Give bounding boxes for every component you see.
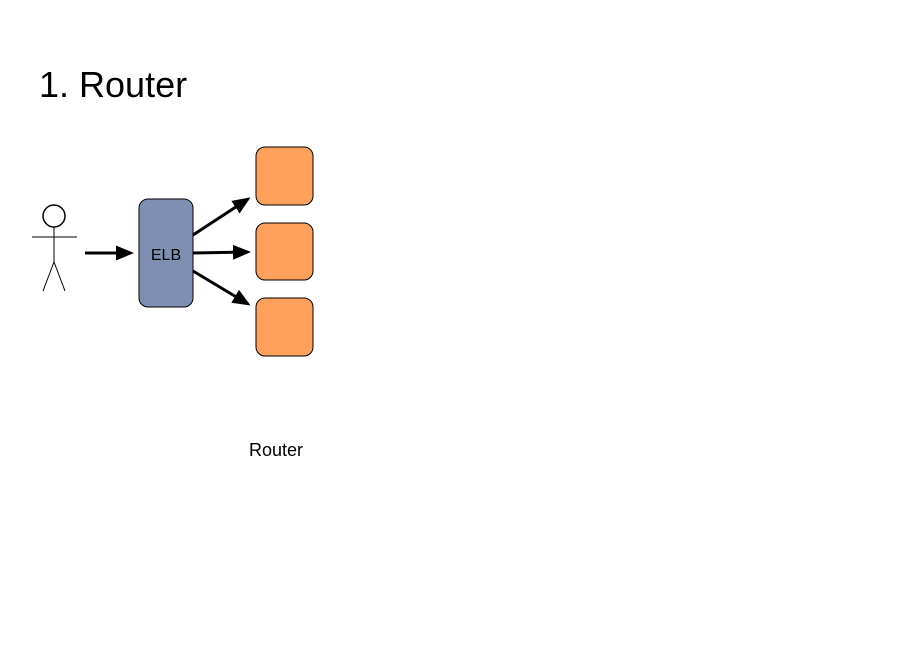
user-stick-figure-icon: [32, 204, 77, 292]
elb-node: ELB: [138, 198, 194, 308]
elb-to-instance-2-arrow: [192, 244, 251, 260]
elb-to-instance-3-arrow: [192, 269, 251, 306]
instance-box-1: [255, 146, 314, 206]
slide-title: 1. Router: [39, 64, 188, 105]
instance-box-2: [255, 222, 314, 281]
elb-label: ELB: [151, 247, 181, 264]
elb-to-instance-1-arrow: [192, 197, 251, 237]
instance-box-3: [255, 297, 314, 357]
diagram-caption: Router: [249, 440, 304, 460]
